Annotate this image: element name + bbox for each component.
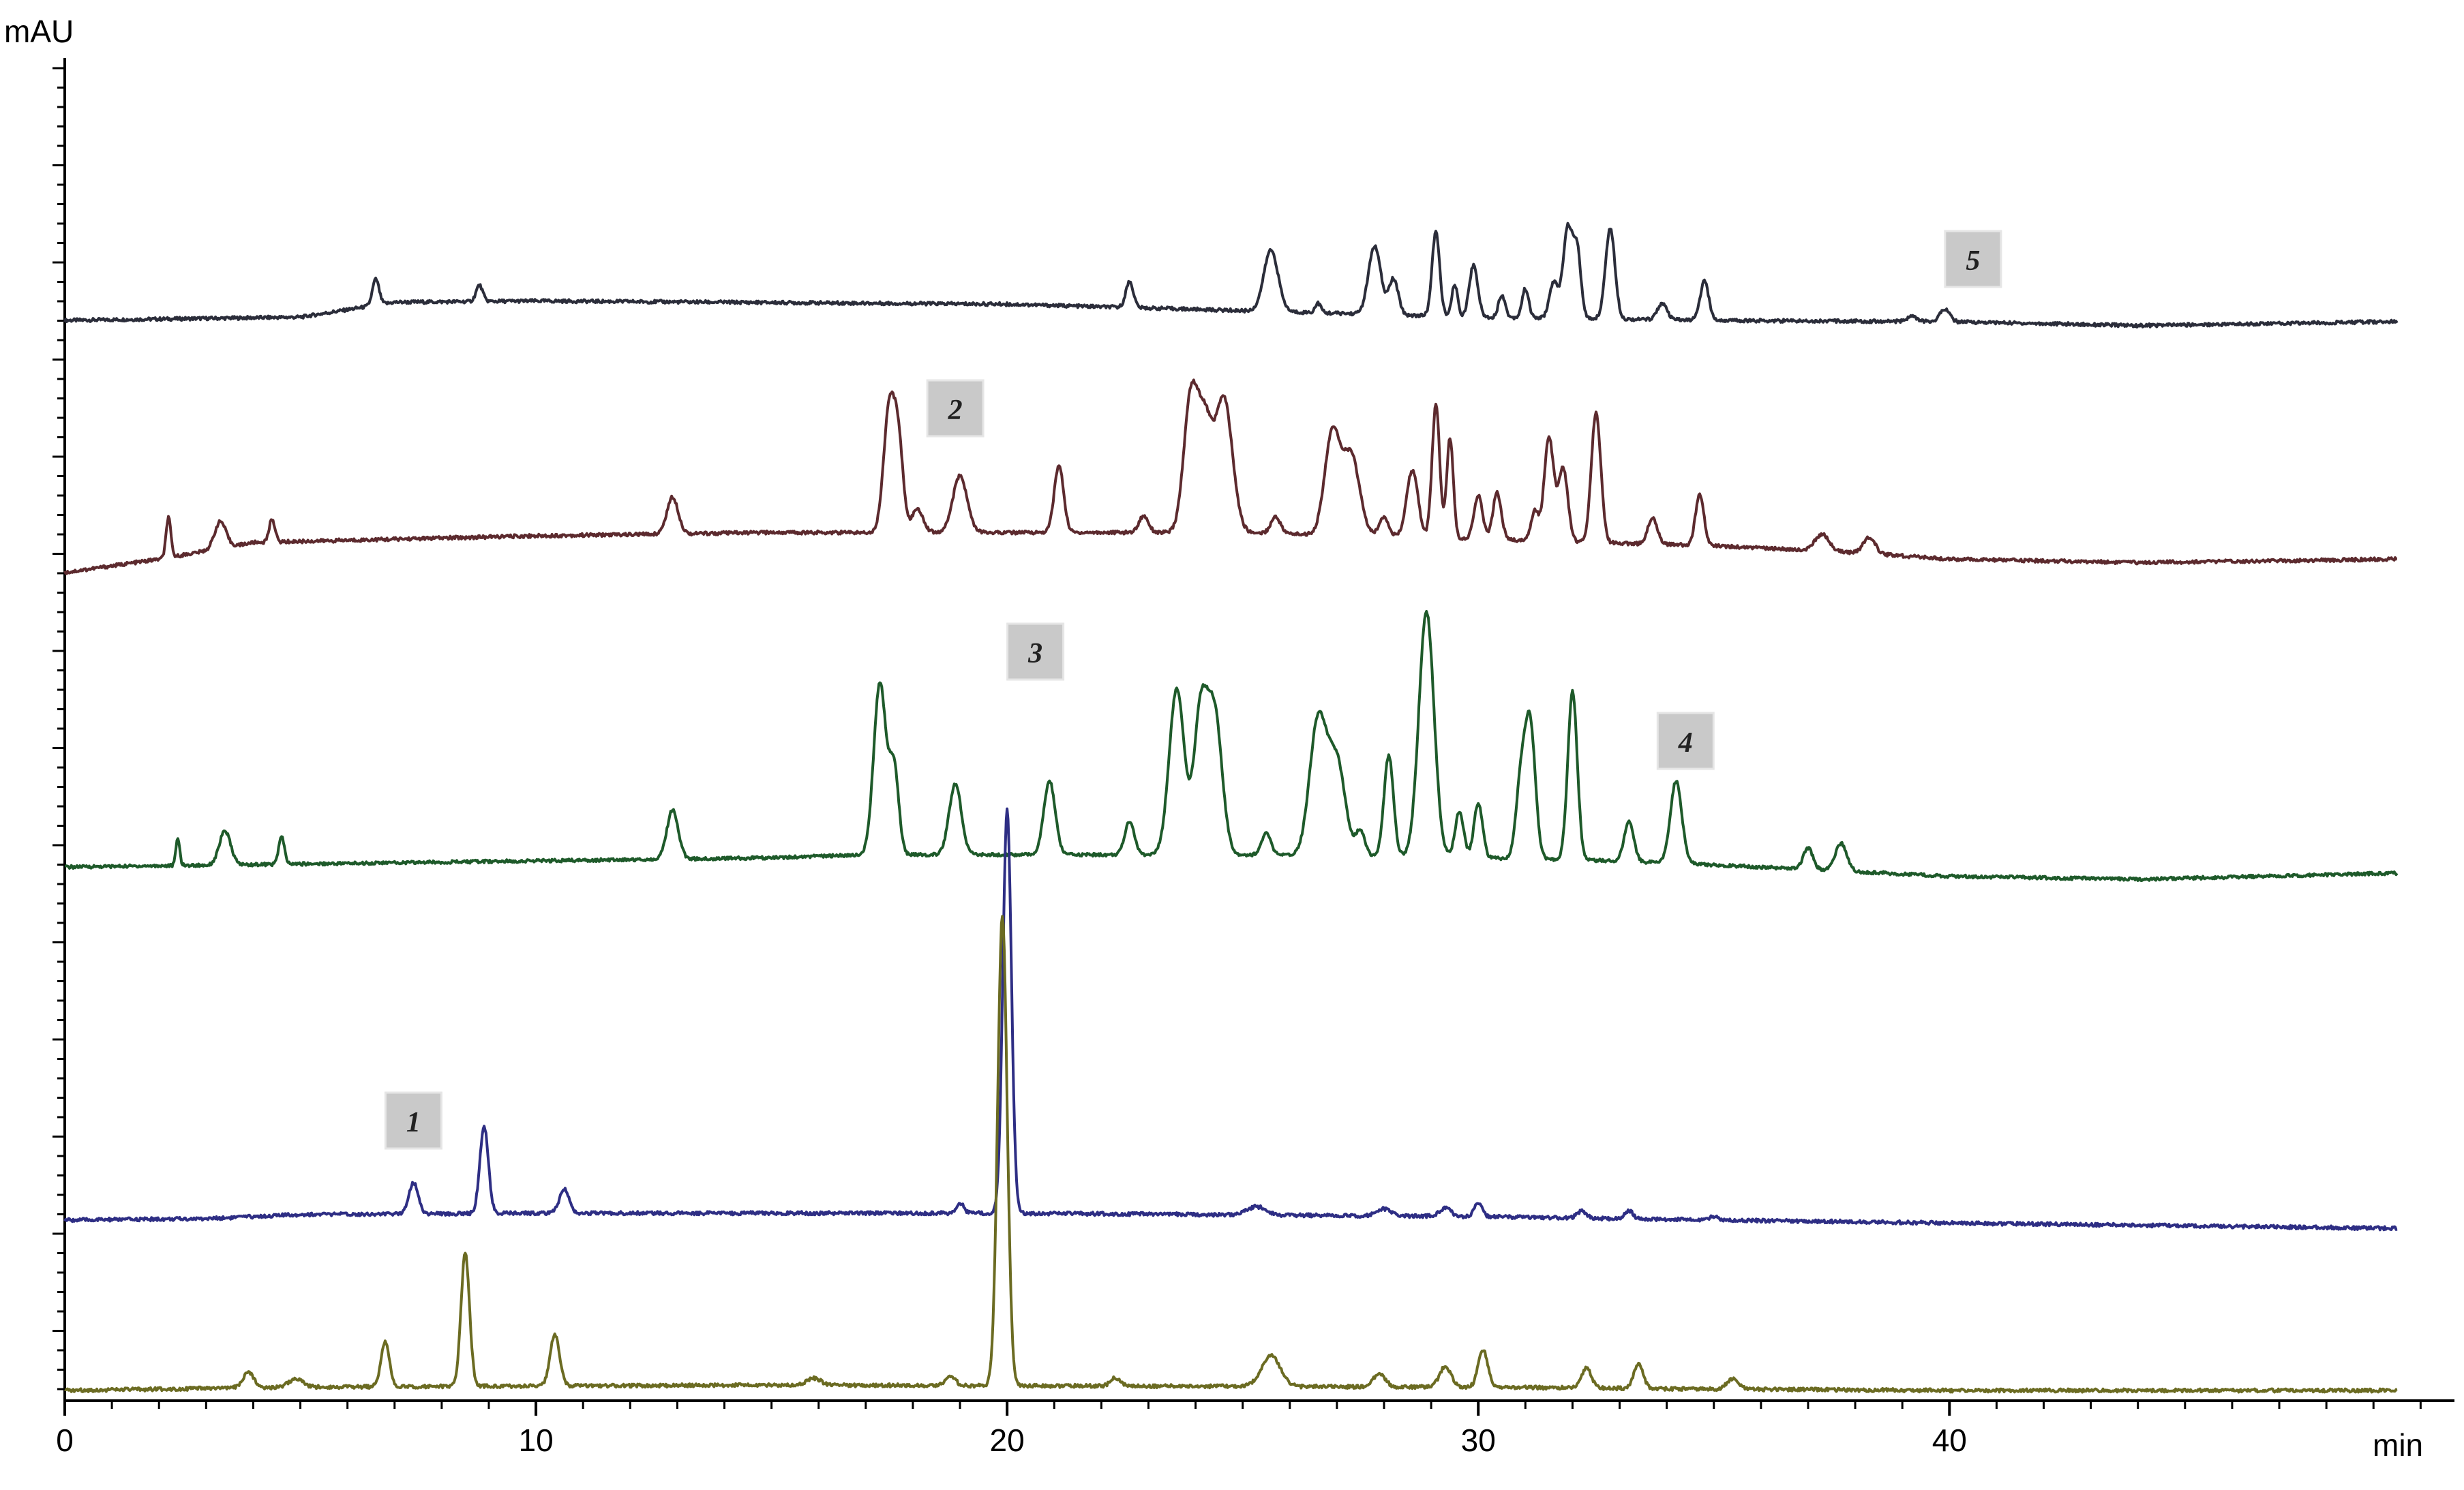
x-tick-label: 30 <box>1461 1423 1496 1458</box>
peak-label-text: 2 <box>948 395 963 426</box>
y-axis-label: mAU <box>4 14 74 49</box>
series-line <box>63 807 2398 1232</box>
peak-label-box <box>384 1091 442 1150</box>
peak-labels: 1 2 3 4 5 <box>384 230 2002 1150</box>
peak-label-box <box>1944 230 2002 288</box>
x-tick-label: 40 <box>1932 1423 1967 1458</box>
peak-label: 4 <box>1656 712 1715 770</box>
peak-label-text: 5 <box>1966 245 1980 277</box>
peak-label: 5 <box>1944 230 2002 288</box>
series-line <box>64 609 2399 883</box>
x-tick-label: 0 <box>56 1423 74 1458</box>
series-line <box>63 222 2399 329</box>
x-tick-label: 20 <box>990 1423 1025 1458</box>
peak-label: 2 <box>926 379 985 438</box>
x-tick-label: 10 <box>518 1423 553 1458</box>
axes: mAU min <box>4 14 2454 1463</box>
peak-label-box <box>1656 712 1715 770</box>
ticks: 0 10 20 30 40 <box>52 67 2422 1458</box>
series-line <box>63 378 2398 575</box>
series-group <box>63 222 2399 1394</box>
peak-label-text: 1 <box>406 1107 421 1138</box>
peak-label-text: 4 <box>1678 727 1693 759</box>
peak-label: 1 <box>384 1091 442 1150</box>
peak-label-box <box>1006 622 1065 681</box>
peak-label-text: 3 <box>1027 638 1042 669</box>
series-line <box>64 915 2398 1394</box>
x-axis-label: min <box>2373 1427 2423 1463</box>
peak-label-box <box>926 379 985 438</box>
peak-label: 3 <box>1006 622 1065 681</box>
